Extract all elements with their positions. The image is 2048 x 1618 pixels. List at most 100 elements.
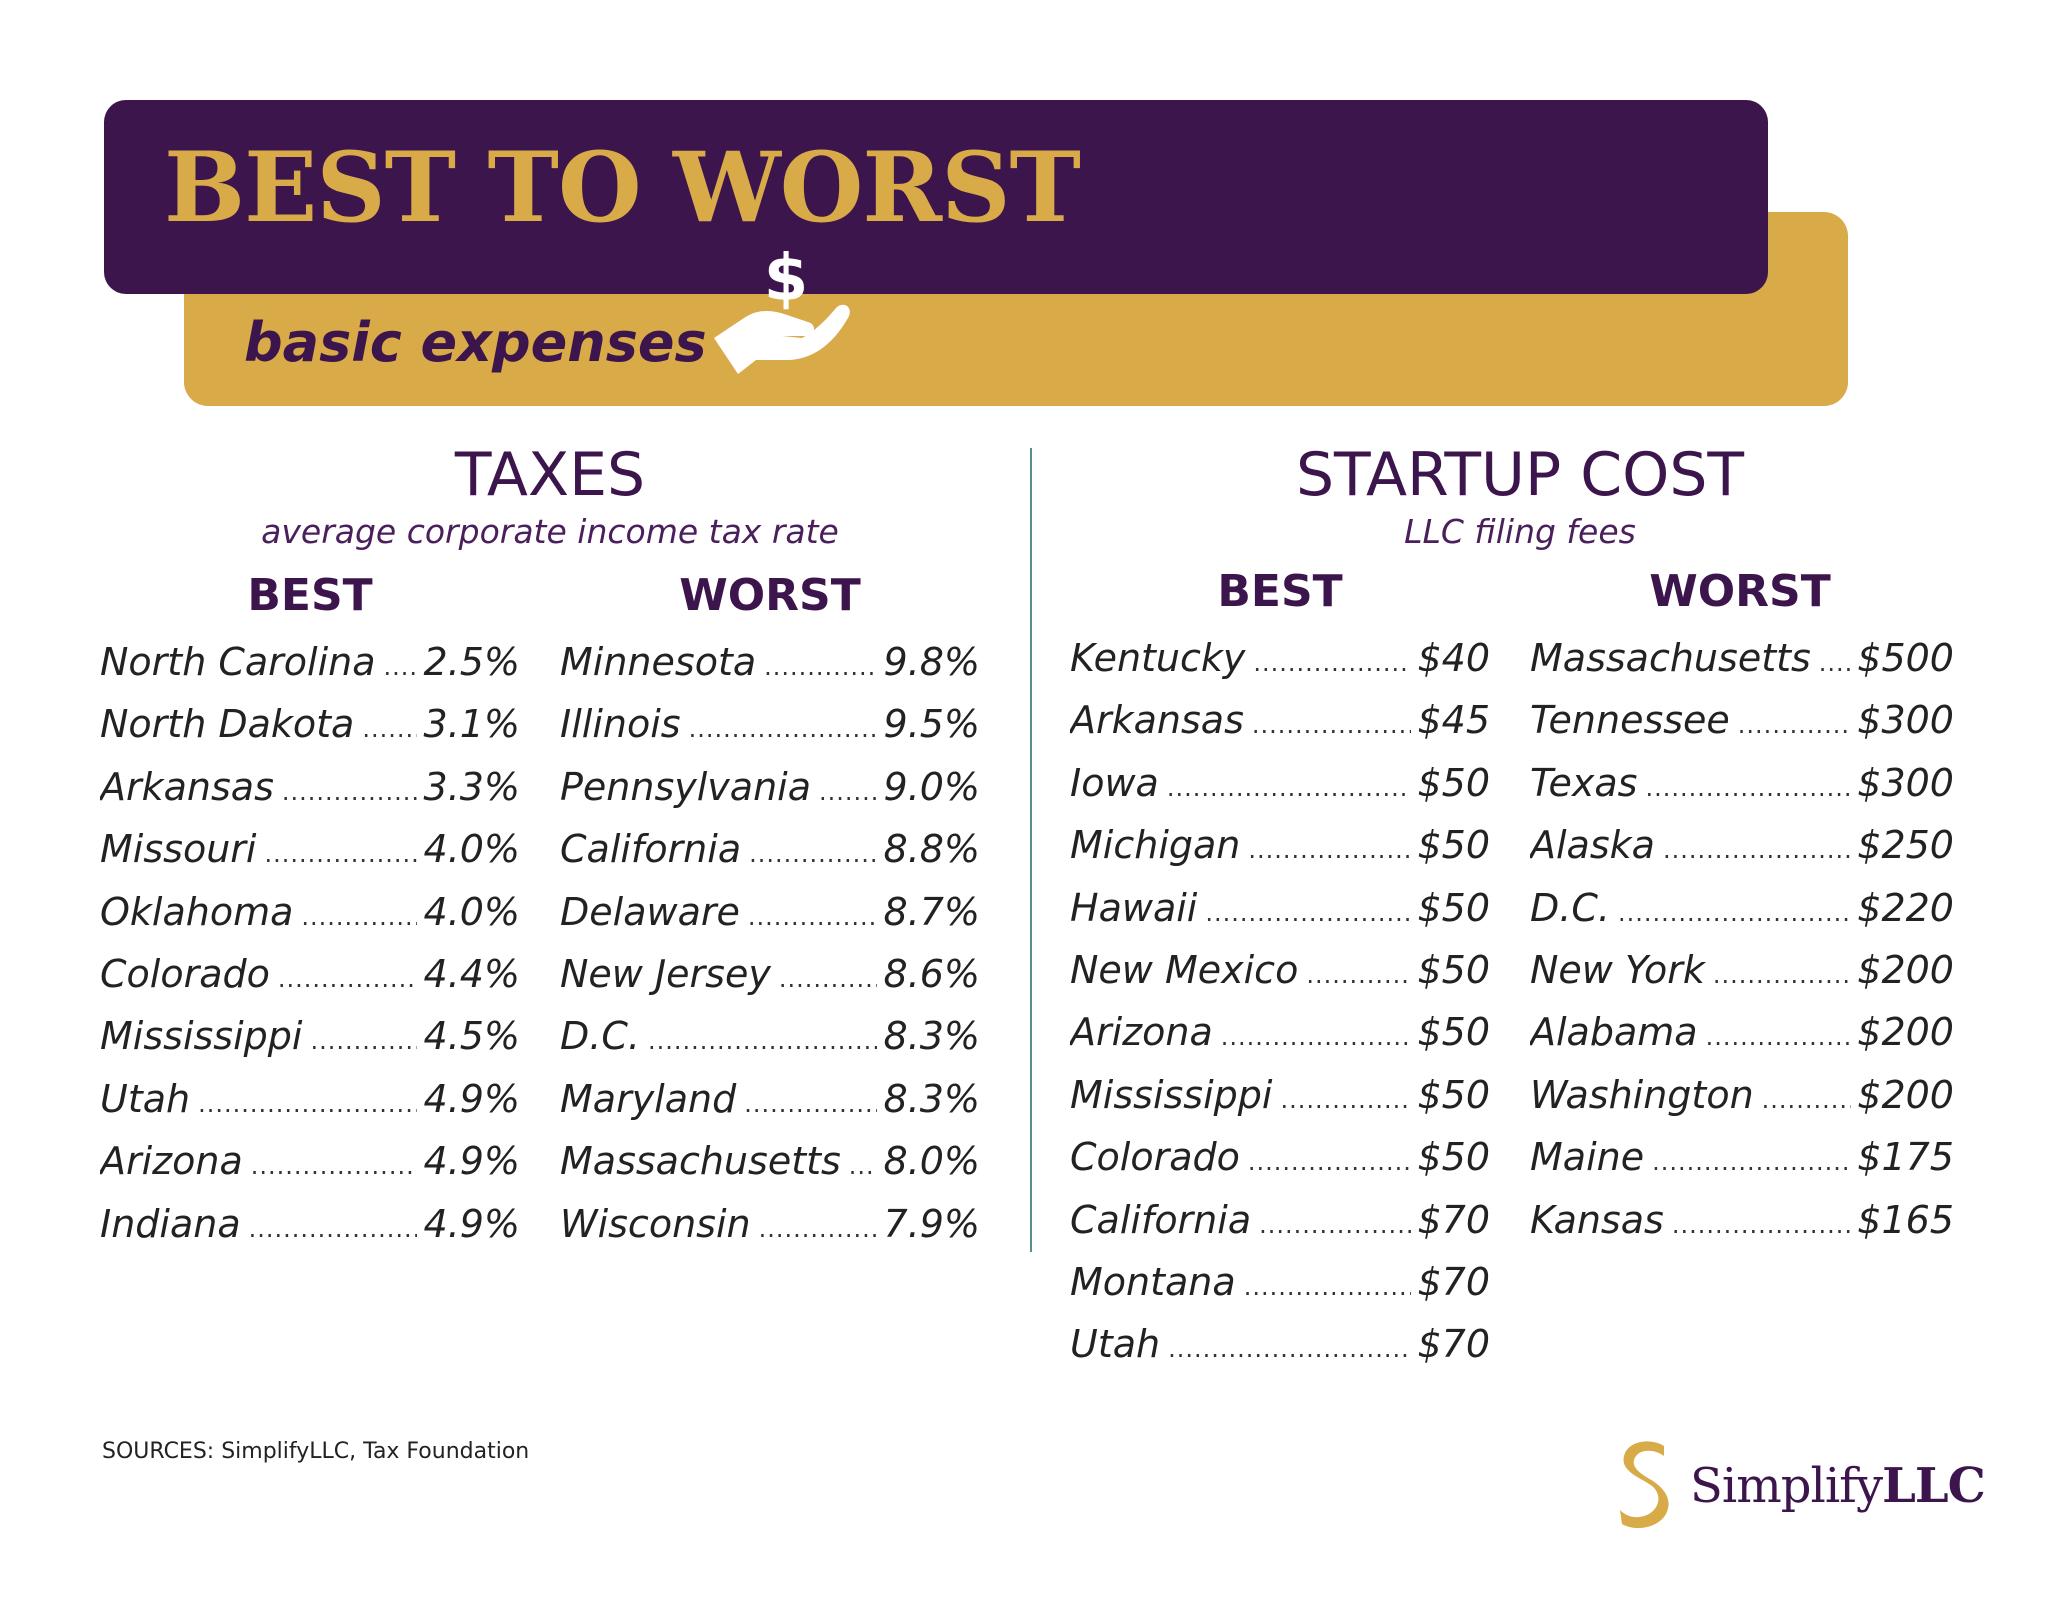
list-item: Utah $70: [1070, 1313, 1490, 1375]
startup-worst-heading: WORST: [1649, 566, 1831, 617]
simplify-s-logo-icon: [1620, 1441, 1669, 1529]
startup-best-heading: BEST: [1217, 566, 1343, 617]
dot-leader: [1252, 694, 1412, 751]
state-value: 8.7%: [883, 889, 980, 934]
dot-leader: [1205, 882, 1411, 939]
dot-leader: [249, 1198, 418, 1255]
state-value: $200: [1857, 1010, 1954, 1055]
state-name: Mississippi: [100, 1014, 303, 1059]
state-value: 2.5%: [423, 640, 520, 684]
list-item: Maine $175: [1530, 1126, 1954, 1188]
state-value: 7.9%: [883, 1201, 980, 1246]
taxes-title: TAXES: [454, 440, 646, 510]
dot-leader: [251, 1135, 418, 1192]
dot-leader: [1819, 632, 1851, 689]
svg-text:$: $: [764, 242, 809, 316]
state-name: Colorado: [1070, 1135, 1240, 1180]
state-value: 4.0%: [423, 889, 520, 934]
dot-leader: [1167, 757, 1412, 814]
state-name: Michigan: [1070, 823, 1241, 868]
list-item: Washington $200: [1530, 1064, 1954, 1126]
state-name: Massachusetts: [560, 1139, 841, 1184]
dot-leader: [1259, 1194, 1411, 1251]
state-name: Arizona: [100, 1139, 243, 1184]
state-name: North Carolina: [100, 640, 376, 684]
state-name: Colorado: [100, 951, 270, 996]
list-item: Maryland 8.3%: [560, 1068, 980, 1130]
state-value: 9.0%: [883, 764, 980, 809]
list-item: Kentucky $40: [1070, 627, 1490, 689]
state-value: $70: [1417, 1322, 1490, 1367]
state-value: $40: [1417, 636, 1490, 680]
dot-leader: [1762, 1069, 1852, 1126]
dot-leader: [849, 1135, 878, 1192]
list-item: Utah 4.9%: [100, 1068, 520, 1130]
list-item: Indiana 4.9%: [100, 1193, 520, 1255]
state-name: Hawaii: [1070, 885, 1198, 930]
dot-leader: [1248, 819, 1411, 876]
page-subtitle: basic expenses: [244, 311, 707, 374]
dot-leader: [1168, 1318, 1411, 1375]
state-name: Minnesota: [560, 640, 757, 684]
list-item: Wisconsin 7.9%: [560, 1193, 980, 1255]
section-divider: [1030, 448, 1032, 1252]
list-item: California $70: [1070, 1189, 1490, 1251]
header-purple-band: [104, 100, 1768, 294]
dot-leader: [1645, 757, 1851, 814]
dot-leader: [384, 636, 418, 693]
dot-leader: [1244, 1256, 1412, 1313]
state-value: 8.6%: [883, 951, 980, 996]
list-item: Iowa $50: [1070, 752, 1490, 814]
list-item: Missouri 4.0%: [100, 818, 520, 880]
state-value: $300: [1857, 698, 1954, 743]
state-name: California: [1070, 1197, 1252, 1242]
dot-leader: [1706, 1006, 1852, 1063]
list-item: Minnesota 9.8%: [560, 631, 980, 693]
state-name: New Jersey: [560, 951, 771, 996]
dot-leader: [749, 823, 877, 880]
dot-leader: [748, 886, 878, 943]
state-value: $50: [1417, 1010, 1490, 1055]
state-value: $165: [1857, 1197, 1954, 1242]
dot-leader: [1672, 1194, 1851, 1251]
list-item: Mississippi $50: [1070, 1064, 1490, 1126]
state-name: New York: [1530, 947, 1705, 992]
page-title: BEST TO WORST: [164, 131, 1081, 244]
state-name: Missouri: [100, 827, 257, 872]
state-value: 8.3%: [883, 1076, 980, 1121]
state-name: Kansas: [1530, 1197, 1664, 1242]
dot-leader: [779, 948, 878, 1005]
state-name: Iowa: [1070, 760, 1159, 805]
state-value: $50: [1417, 885, 1490, 930]
list-item: Arizona 4.9%: [100, 1130, 520, 1192]
simplifyllc-logo: SimplifyLLC: [1612, 1438, 1986, 1530]
list-item: New York $200: [1530, 939, 1954, 1001]
dot-leader: [1618, 882, 1851, 939]
state-name: California: [560, 827, 742, 872]
state-value: $300: [1857, 760, 1954, 805]
state-name: Wisconsin: [560, 1201, 751, 1246]
startup-best-list: Kentucky $40 Arkansas $45 Iowa $50 Michigan $50…: [1070, 627, 1490, 1376]
dot-leader: [648, 1010, 878, 1067]
dot-leader: [1738, 694, 1851, 751]
state-name: Utah: [1070, 1322, 1161, 1367]
state-value: $50: [1417, 1135, 1490, 1180]
dot-leader: [198, 1073, 417, 1130]
taxes-subtitle: average corporate income tax rate: [261, 512, 839, 551]
list-item: Massachusetts $500: [1530, 627, 1954, 689]
state-name: Delaware: [560, 889, 740, 934]
state-value: $70: [1417, 1197, 1490, 1242]
startup-title: STARTUP COST: [1295, 440, 1745, 510]
list-item: North Dakota 3.1%: [100, 693, 520, 755]
state-value: $70: [1417, 1259, 1490, 1304]
startup-worst-list: Massachusetts $500 Tennessee $300 Texas $300 A…: [1530, 627, 1954, 1251]
state-name: Utah: [100, 1076, 191, 1121]
state-value: $250: [1857, 823, 1954, 868]
taxes-best-heading: BEST: [247, 570, 373, 621]
list-item: Arkansas $45: [1070, 689, 1490, 751]
dot-leader: [301, 886, 417, 943]
dot-leader: [1713, 944, 1851, 1001]
state-value: $200: [1857, 1072, 1954, 1117]
state-name: Arkansas: [100, 764, 274, 809]
state-name: Alabama: [1530, 1010, 1698, 1055]
